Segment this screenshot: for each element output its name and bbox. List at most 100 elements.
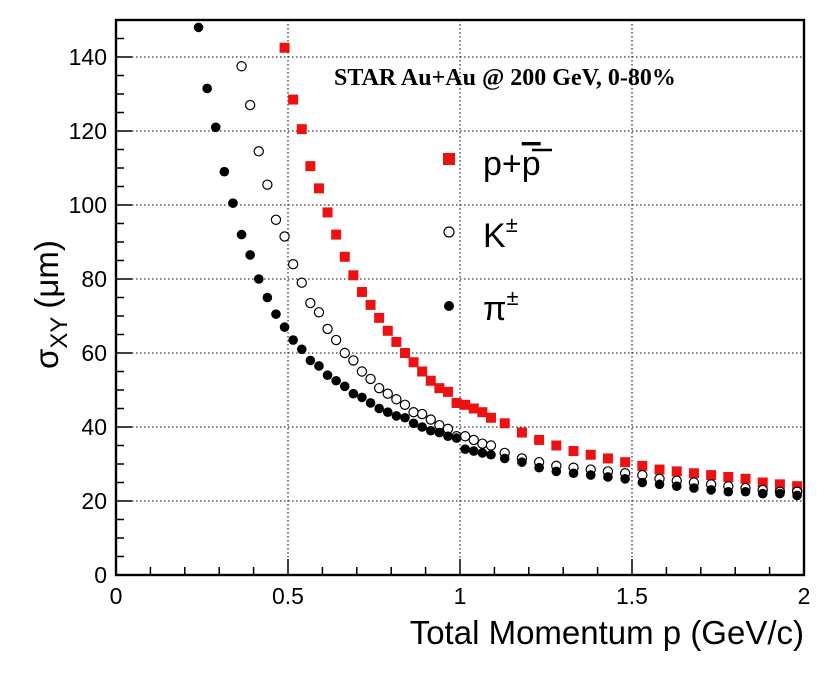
data-point-kaon-12	[339, 347, 350, 359]
data-point-kaon-14	[356, 366, 368, 377]
data-point-kaon-1	[244, 99, 256, 111]
data-point-proton-37	[706, 470, 717, 481]
data-point-pion-23	[391, 411, 402, 421]
legend-marker-kaon	[443, 226, 455, 238]
data-point-kaon-7	[296, 277, 307, 288]
data-point-pion-42	[620, 474, 630, 484]
data-point-kaon-28	[477, 438, 488, 449]
data-point-kaon-5	[279, 231, 290, 242]
legend-label-proton: p+p	[483, 145, 541, 183]
data-point-pion-43	[637, 477, 648, 488]
data-point-pion-27	[425, 425, 436, 436]
data-point-proton-32	[620, 457, 631, 468]
y-tick-label-6: 120	[69, 118, 107, 144]
data-point-pion-14	[314, 361, 324, 371]
data-point-pion-2	[210, 122, 221, 133]
series-layer	[193, 22, 803, 501]
data-point-kaon-19	[399, 399, 411, 410]
data-point-proton-16	[417, 366, 428, 377]
y-axis-title: σXY (μm)	[28, 240, 73, 369]
data-point-proton-21	[460, 399, 471, 410]
data-point-kaon-0	[236, 61, 247, 72]
series-proton	[279, 42, 803, 492]
data-point-pion-11	[288, 335, 298, 345]
x-tick-label-1: 0.5	[272, 583, 304, 609]
data-point-pion-52	[792, 490, 802, 501]
data-point-pion-47	[706, 485, 716, 495]
legend-label-proton-base: p+	[483, 145, 522, 183]
data-point-pion-35	[499, 453, 510, 464]
data-point-pion-50	[757, 488, 768, 499]
data-point-proton-19	[442, 386, 453, 397]
data-point-pion-38	[551, 466, 562, 477]
y-tick-label-3: 60	[81, 340, 107, 366]
data-point-kaon-27	[468, 434, 479, 446]
data-point-proton-17	[425, 375, 436, 386]
plot-frame	[114, 18, 806, 577]
data-point-proton-33	[637, 460, 648, 471]
data-point-proton-25	[499, 418, 510, 429]
data-point-proton-30	[585, 449, 596, 460]
data-point-kaon-11	[330, 334, 342, 346]
data-point-pion-36	[517, 457, 527, 467]
y-tick-label-1: 20	[81, 488, 107, 514]
data-point-proton-31	[602, 453, 613, 464]
data-point-pion-20	[365, 398, 376, 408]
data-point-proton-10	[365, 299, 376, 310]
data-point-proton-0	[279, 42, 290, 53]
data-point-pion-6	[245, 250, 255, 260]
data-point-proton-2	[296, 124, 307, 135]
data-point-pion-48	[723, 486, 734, 497]
data-point-pion-3	[219, 166, 230, 177]
y-tick-label-0: 0	[94, 562, 107, 588]
data-point-kaon-10	[322, 323, 333, 335]
x-tick-label-4: 2	[798, 583, 811, 609]
y-tick-label-2: 40	[81, 414, 107, 440]
x-axis-title: Total Momentum p (GeV/c)	[410, 614, 804, 651]
data-point-kaon-8	[305, 297, 316, 309]
data-point-kaon-15	[365, 373, 376, 385]
y-tick-label-7: 140	[69, 44, 107, 70]
data-point-proton-35	[671, 466, 682, 477]
data-point-pion-0	[193, 22, 204, 33]
x-tick-label-3: 1.5	[616, 583, 648, 609]
data-point-proton-13	[391, 336, 402, 347]
data-point-proton-12	[382, 325, 393, 336]
data-point-pion-21	[374, 403, 384, 414]
data-point-proton-42	[792, 481, 803, 492]
data-point-pion-31	[460, 444, 470, 455]
legend-label-kaon-sup: ±	[506, 212, 518, 237]
data-point-kaon-6	[287, 259, 299, 270]
data-point-proton-14	[399, 348, 410, 358]
data-point-pion-12	[296, 344, 307, 355]
data-point-proton-39	[740, 473, 751, 484]
data-point-pion-29	[443, 431, 453, 442]
data-point-pion-13	[305, 355, 316, 366]
data-point-pion-19	[357, 392, 367, 403]
data-point-kaon-18	[391, 394, 402, 405]
axis-ticks	[115, 19, 805, 576]
legend-label-kaon: K±	[483, 212, 518, 255]
y-tick-label-4: 80	[81, 266, 107, 292]
data-point-pion-45	[671, 481, 682, 492]
data-point-proton-8	[348, 270, 359, 281]
data-point-pion-16	[331, 375, 341, 386]
data-point-pion-32	[468, 446, 479, 456]
data-point-pion-22	[382, 407, 393, 418]
data-point-pion-34	[486, 449, 496, 460]
data-point-pion-15	[322, 370, 333, 381]
data-point-pion-51	[775, 488, 785, 499]
data-point-kaon-22	[425, 414, 436, 425]
data-point-proton-41	[774, 479, 785, 490]
y-axis-title-sub: XY	[46, 317, 73, 349]
data-point-pion-33	[477, 448, 488, 458]
data-point-kaon-3	[262, 179, 273, 190]
data-point-proton-4	[313, 183, 324, 194]
legend-marker-proton	[443, 153, 455, 165]
data-point-kaon-2	[253, 146, 264, 157]
data-point-proton-1	[288, 94, 299, 105]
data-point-proton-11	[374, 312, 385, 323]
data-point-proton-36	[688, 468, 699, 479]
data-point-proton-24	[485, 412, 496, 423]
data-point-proton-20	[451, 397, 462, 408]
